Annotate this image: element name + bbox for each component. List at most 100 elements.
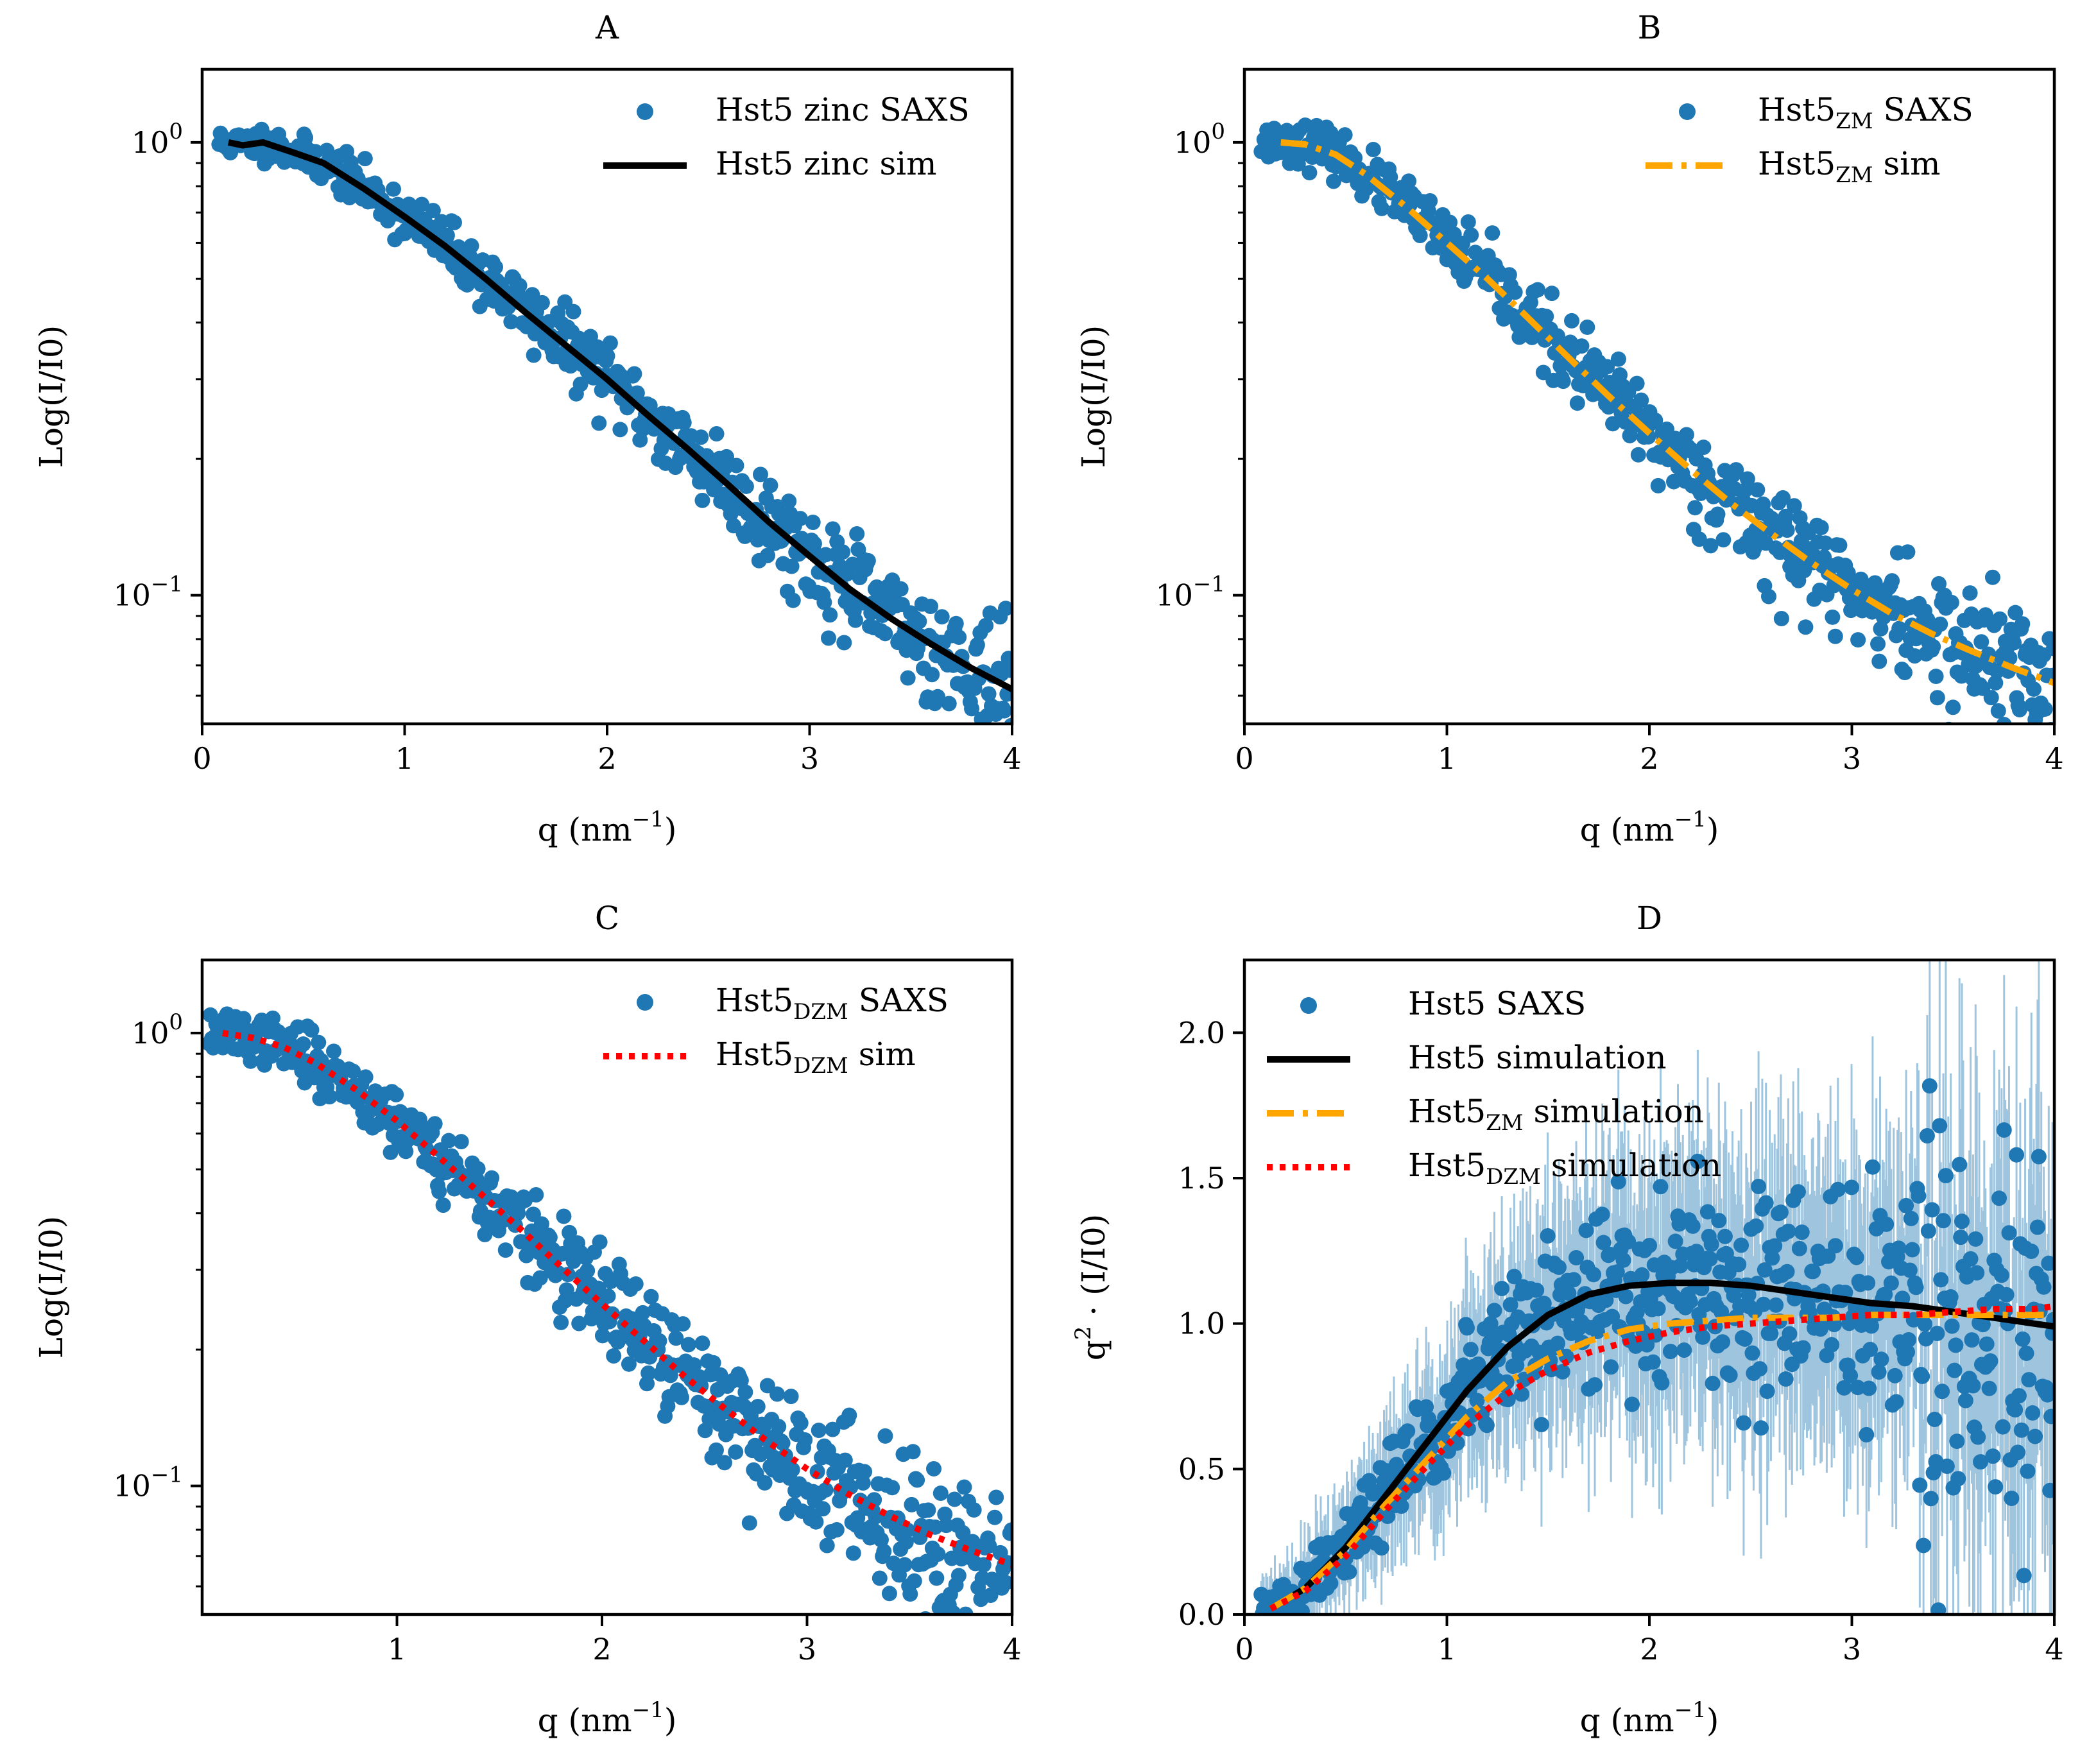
data-point — [1633, 392, 1649, 408]
data-point — [1778, 1371, 1794, 1387]
data-point — [1843, 1367, 1859, 1383]
legend-suffix: SAXS — [1873, 91, 1973, 128]
data-point — [2018, 1345, 2034, 1361]
y-tick-label: 0.5 — [1178, 1451, 1225, 1486]
data-point — [1850, 632, 1866, 648]
data-point — [1897, 665, 1913, 681]
data-point — [484, 1170, 500, 1186]
x-axis-label: q (nm−1) — [538, 1697, 677, 1739]
data-point — [1650, 1301, 1666, 1317]
data-point — [972, 1637, 987, 1652]
y-tick-label: 0.0 — [1178, 1597, 1225, 1632]
data-point — [1703, 538, 1719, 554]
data-point — [728, 1444, 744, 1460]
data-point — [1908, 1280, 1924, 1296]
x-tick-label: 4 — [1002, 741, 1021, 776]
data-point — [1981, 1380, 1997, 1396]
data-point — [904, 1496, 920, 1512]
data-point — [1479, 1417, 1495, 1434]
x-label-sup: −1 — [1674, 807, 1706, 832]
y-axis-label: q2 · (I/I0) — [1070, 1214, 1112, 1361]
panel-title: C — [595, 900, 619, 937]
legend-sub: DZM — [1486, 1164, 1541, 1190]
x-tick-label: 0 — [1235, 741, 1253, 776]
data-point — [797, 1432, 813, 1448]
data-point — [1640, 429, 1656, 445]
data-point — [1620, 1233, 1637, 1249]
data-point — [811, 1423, 827, 1439]
data-point — [563, 358, 579, 374]
data-point — [2015, 616, 2031, 632]
x-tick-label: 3 — [800, 741, 819, 776]
y-tick-base: 10 — [1155, 578, 1193, 613]
data-point — [1832, 537, 1848, 553]
data-point — [1740, 1287, 1757, 1303]
data-point — [1483, 1315, 1499, 1332]
data-point — [1733, 1237, 1749, 1253]
y-tick-exp: −1 — [151, 572, 183, 597]
data-point — [1914, 1368, 1930, 1384]
data-point — [1594, 1206, 1610, 1222]
data-point — [1954, 1213, 1970, 1229]
data-point — [1470, 1356, 1486, 1372]
data-point — [964, 701, 980, 717]
data-point — [1449, 1435, 1465, 1451]
data-point — [1325, 173, 1341, 189]
data-point — [1731, 1256, 1747, 1272]
data-point — [1900, 544, 1916, 560]
data-point — [1484, 225, 1500, 241]
data-point — [1989, 664, 2005, 680]
data-point — [1536, 1296, 1552, 1312]
data-point — [1830, 1181, 1846, 1197]
data-point — [1962, 585, 1978, 601]
data-point — [602, 335, 618, 351]
data-point — [1938, 1168, 1954, 1184]
data-point — [1460, 214, 1476, 230]
data-point — [532, 1270, 548, 1286]
x-label-sup: −1 — [1674, 1697, 1706, 1723]
x-axis: 0 1 2 3 4 — [193, 724, 1022, 776]
data-point — [1722, 1367, 1738, 1383]
data-point — [1977, 607, 1993, 623]
y-tick-label: 10−1 — [113, 572, 183, 613]
panel-d: 0 1 2 3 40.00.51.01.52.0Dq (nm−1)q2 · (I/I0)… — [1070, 900, 2064, 1739]
data-point — [680, 1337, 696, 1353]
data-point — [819, 1537, 835, 1554]
data-point — [1436, 1465, 1452, 1481]
data-point — [966, 1502, 982, 1518]
data-point — [1778, 508, 1794, 524]
legend-text: Hst5 zinc sim — [716, 145, 937, 182]
axes-frame — [200, 958, 1014, 1616]
data-point — [1929, 690, 1945, 706]
data-point — [1739, 471, 1755, 487]
data-point — [987, 1509, 1003, 1525]
data-point — [606, 1348, 622, 1364]
data-point — [1382, 169, 1398, 185]
data-point — [933, 1486, 949, 1502]
data-point — [497, 1242, 513, 1258]
legend-label: Hst5 zinc SAXS — [716, 91, 970, 128]
scatter-series — [202, 1006, 1012, 1652]
data-point — [1002, 662, 1012, 678]
data-point — [996, 703, 1012, 719]
data-point — [1916, 1537, 1932, 1554]
data-point — [938, 1518, 954, 1534]
legend-text: Hst5 — [1408, 1093, 1486, 1130]
data-point — [1469, 1392, 1485, 1409]
legend-marker — [1300, 997, 1317, 1014]
data-point — [1900, 1344, 1916, 1360]
data-point — [868, 1509, 884, 1525]
data-point — [693, 429, 709, 445]
data-point — [1555, 373, 1571, 390]
data-point — [1710, 506, 1726, 522]
data-point — [906, 1573, 922, 1589]
data-point — [837, 1452, 853, 1468]
data-point — [651, 1333, 667, 1349]
data-point — [925, 1460, 941, 1477]
y-axis: 0.0 0.5 1.0 1.5 2.0 — [1178, 1015, 1244, 1632]
data-point — [1932, 1118, 1948, 1134]
x-axis-label: q (nm−1) — [1580, 807, 1719, 848]
data-point — [2036, 1279, 2052, 1295]
